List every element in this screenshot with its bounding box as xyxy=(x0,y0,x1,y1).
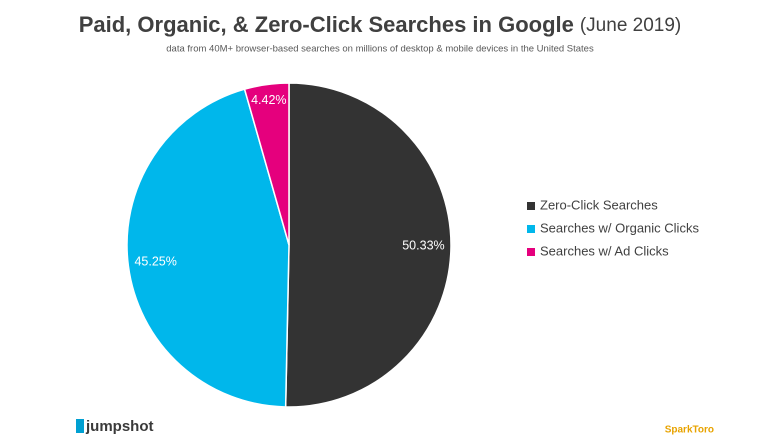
logo-mark xyxy=(76,419,84,433)
pie-slice xyxy=(284,82,452,408)
legend-label: Zero-Click Searches xyxy=(540,197,658,212)
title-main: Paid, Organic, & Zero-Click Searches in … xyxy=(79,12,574,37)
pie-slice xyxy=(126,88,290,408)
legend-label: Searches w/ Organic Clicks xyxy=(540,220,699,235)
legend-swatch xyxy=(527,225,535,233)
legend-swatch xyxy=(527,248,535,256)
slice-label: 4.42% xyxy=(251,93,286,107)
pie-slice xyxy=(243,82,290,246)
chart-title: Paid, Organic, & Zero-Click Searches in … xyxy=(79,12,682,37)
legend: Zero-Click Searches Searches w/ Organic C… xyxy=(527,197,699,258)
logo-jumpshot: jumpshot xyxy=(85,418,154,435)
pie: 50.33% 45.25% 4.42% xyxy=(126,82,452,408)
title-date: (June 2019) xyxy=(580,15,681,36)
slice-label: 50.33% xyxy=(402,239,444,253)
chart-subtitle: data from 40M+ browser-based searches on… xyxy=(166,44,594,55)
legend-label: Searches w/ Ad Clicks xyxy=(540,243,669,258)
legend-swatch xyxy=(527,202,535,210)
logo-sparktoro: SparkToro xyxy=(665,425,714,436)
slice-label: 45.25% xyxy=(134,255,176,269)
